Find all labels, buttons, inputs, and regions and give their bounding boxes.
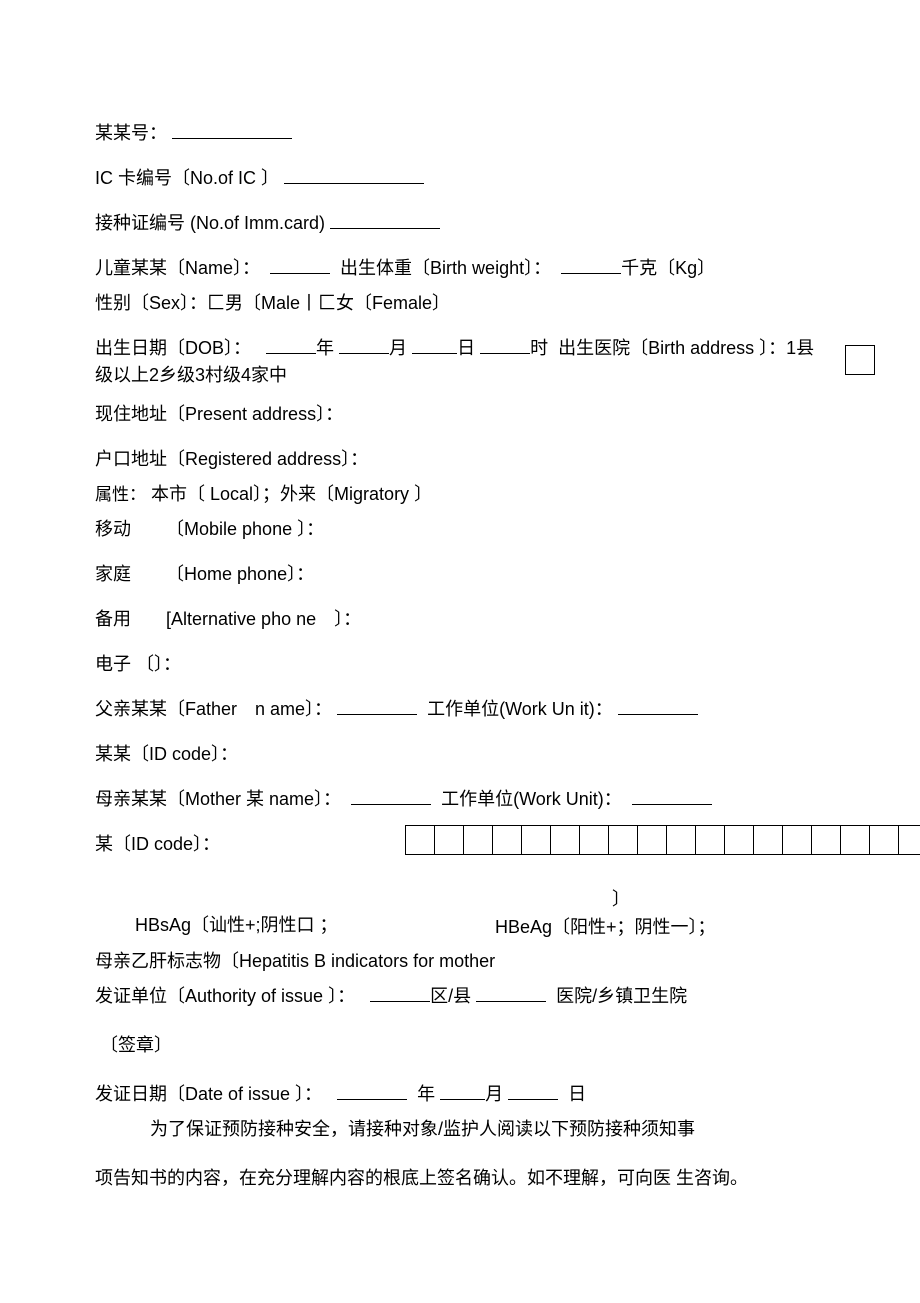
form-page: 某某号： IC 卡编号〔No.of IC 〕 接种证编号 (No.of Imm.… (0, 0, 920, 1270)
label-year: 年 (316, 338, 334, 358)
label-district: 区/县 (430, 986, 471, 1006)
label-month2: 月 (485, 1084, 503, 1104)
input-mother-work[interactable] (632, 786, 712, 805)
label-child-name: 儿童某某〔Name〕： (95, 258, 260, 278)
label-mobile-en: 〔Mobile phone 〕： (166, 519, 324, 539)
label-mobile: 移动 (95, 519, 131, 539)
label-sex: 性别〔Sex〕：匚男〔Male丨匚女〔Female〕 (95, 293, 450, 313)
label-home: 家庭 (95, 564, 131, 584)
row-mouhao: 某某号： (95, 120, 825, 147)
label-alt: 备用 (95, 609, 131, 629)
label-dob: 出生日期〔DOB〕： (95, 338, 251, 358)
row-mother-id: 某〔ID code〕： (95, 831, 825, 858)
label-present-address: 现住地址〔Present address〕： (95, 404, 343, 424)
label-mouhao: 某某号： (95, 123, 167, 143)
label-ic-card: IC 卡编号〔No.of IC 〕 (95, 168, 279, 188)
input-child-name[interactable] (270, 255, 330, 274)
row-home: 家庭 〔Home phone〕： (95, 561, 825, 588)
label-authority: 发证单位〔Authority of issue 〕： (95, 986, 355, 1006)
label-alt-en: [Alternative pho ne 〕： (166, 609, 361, 629)
input-district[interactable] (370, 983, 430, 1002)
label-year2: 年 (417, 1084, 435, 1104)
label-date-issue: 发证日期〔Date of issue 〕： (95, 1084, 322, 1104)
input-issue-year[interactable] (337, 1081, 407, 1100)
row-email: 电子 〔〕： (95, 651, 825, 678)
row-sex: 性别〔Sex〕：匚男〔Male丨匚女〔Female〕 (95, 290, 825, 317)
input-hour[interactable] (480, 335, 530, 354)
row-seal: 〔签章〕 (95, 1032, 825, 1059)
label-hbsag: HBsAg〔讪性+;阴性口 ； (135, 915, 338, 935)
input-day[interactable] (412, 335, 457, 354)
row-notice2: 项告知书的内容，在充分理解内容的根底上签名确认。如不理解，可向医 生咨询。 (95, 1165, 825, 1192)
id-code-grid[interactable] (405, 825, 920, 855)
label-attr: 属性： (95, 485, 146, 504)
input-mother-name[interactable] (351, 786, 431, 805)
input-month[interactable] (339, 335, 389, 354)
label-mother-id: 某〔ID code〕： (95, 834, 220, 854)
row-date-issue: 发证日期〔Date of issue 〕： 年 月 日 (95, 1081, 825, 1108)
row-dob: 出生日期〔DOB〕： 年 月 日 时 出生医院〔Birth address 〕：… (95, 335, 825, 389)
label-registered-address: 户口地址〔Registered address〕： (95, 449, 368, 469)
value-attr: 本市〔 Local〕；外来〔Migratory 〕 (151, 484, 432, 504)
input-birth-weight[interactable] (561, 255, 621, 274)
row-alt: 备用 [Alternative pho ne 〕： (95, 606, 825, 633)
row-mobile: 移动 〔Mobile phone 〕： (95, 516, 825, 543)
input-hospital[interactable] (476, 983, 546, 1002)
checkbox-birth-address[interactable] (845, 345, 875, 375)
input-mouhao[interactable] (172, 120, 292, 139)
label-father-id: 某某〔ID code〕： (95, 744, 238, 764)
row-hbsag-block: 〕 HBsAg〔讪性+;阴性口 ； HBeAg〔阳性+；阴性一〕； (95, 886, 825, 942)
label-seal: 〔签章〕 (100, 1035, 172, 1055)
input-year[interactable] (266, 335, 316, 354)
input-issue-month[interactable] (440, 1081, 485, 1100)
label-kg: 千克〔Kg〕 (621, 258, 715, 278)
label-hepb: 母亲乙肝标志物〔Hepatitis B indicators for mothe… (95, 951, 495, 971)
text-notice1: 为了保证预防接种安全，请接种对象/监护人阅读以下预防接种须知事 (150, 1119, 695, 1139)
label-hour: 时 (530, 338, 548, 358)
bracket-right: 〕 (612, 886, 630, 913)
label-home-en: 〔Home phone〕： (166, 564, 314, 584)
label-father: 父亲某某〔Father n ame〕： (95, 699, 332, 719)
label-birth-weight: 出生体重〔Birth weight〕： (340, 258, 551, 278)
label-month: 月 (389, 338, 407, 358)
row-present-address: 现住地址〔Present address〕： (95, 401, 825, 428)
label-work-unit: 工作单位(Work Un it)： (427, 699, 613, 719)
input-father-name[interactable] (337, 696, 417, 715)
label-hospital: 医院/乡镇卫生院 (556, 986, 687, 1006)
input-imm-card[interactable] (330, 210, 440, 229)
label-day: 日 (457, 338, 475, 358)
label-imm-card: 接种证编号 (No.of Imm.card) (95, 213, 325, 233)
input-father-work[interactable] (618, 696, 698, 715)
row-hepb: 母亲乙肝标志物〔Hepatitis B indicators for mothe… (95, 948, 825, 975)
row-imm-card: 接种证编号 (No.of Imm.card) (95, 210, 825, 237)
text-notice2: 项告知书的内容，在充分理解内容的根底上签名确认。如不理解，可向医 生咨询。 (95, 1168, 748, 1188)
label-mother: 母亲某某〔Mother 某 name〕： (95, 789, 341, 809)
row-attribute: 属性： 本市〔 Local〕；外来〔Migratory 〕 (95, 481, 825, 508)
row-registered-address: 户口地址〔Registered address〕： (95, 446, 825, 473)
label-work-unit2: 工作单位(Work Unit)： (441, 789, 622, 809)
row-father-id: 某某〔ID code〕： (95, 741, 825, 768)
row-mother: 母亲某某〔Mother 某 name〕： 工作单位(Work Unit)： (95, 786, 825, 813)
input-issue-day[interactable] (508, 1081, 558, 1100)
row-notice1: 为了保证预防接种安全，请接种对象/监护人阅读以下预防接种须知事 (95, 1116, 825, 1143)
row-father: 父亲某某〔Father n ame〕： 工作单位(Work Un it)： (95, 696, 825, 723)
row-child-name: 儿童某某〔Name〕： 出生体重〔Birth weight〕： 千克〔Kg〕 (95, 255, 825, 282)
row-authority: 发证单位〔Authority of issue 〕： 区/县 医院/乡镇卫生院 (95, 983, 825, 1010)
label-hbeag: HBeAg〔阳性+；阴性一〕； (495, 914, 716, 941)
row-ic-card: IC 卡编号〔No.of IC 〕 (95, 165, 825, 192)
input-ic-card[interactable] (284, 165, 424, 184)
label-day2: 日 (568, 1084, 586, 1104)
label-email: 电子 〔〕： (95, 654, 181, 674)
